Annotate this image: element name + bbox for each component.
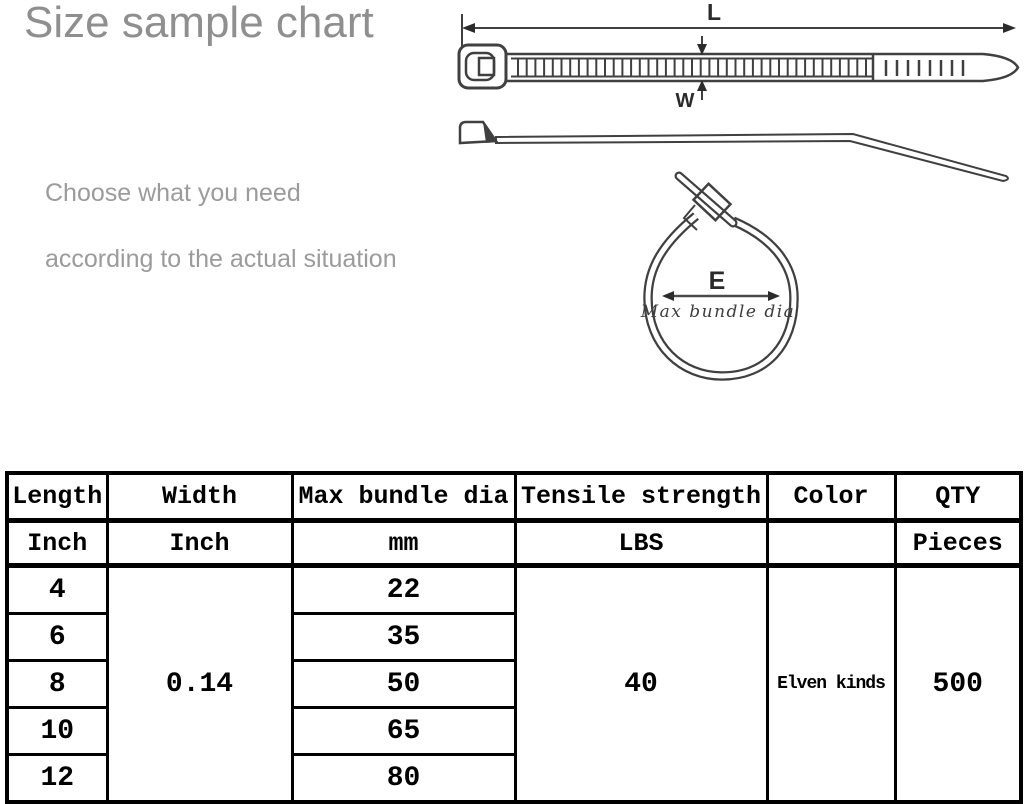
header-tensile-strength: Tensile strength bbox=[513, 471, 769, 523]
bundle-dia-dim-label: E bbox=[709, 267, 726, 295]
dimension-w-arrow: W bbox=[676, 36, 707, 112]
size-spec-table: Length Width Max bundle dia Tensile stre… bbox=[5, 471, 1023, 804]
header-width: Width bbox=[105, 471, 294, 523]
intro-text-line1: Choose what you need bbox=[45, 179, 301, 207]
unit-max-bundle-dia: mm bbox=[290, 519, 517, 568]
header-length: Length bbox=[5, 471, 109, 523]
page-title: Size sample chart bbox=[24, 0, 374, 47]
cable-tie-top-view-icon bbox=[457, 43, 1020, 90]
length-value: 4 bbox=[5, 564, 109, 615]
length-dim-label: L bbox=[707, 0, 721, 25]
header-max-bundle-dia: Max bundle dia bbox=[290, 471, 517, 523]
qty-value: 500 bbox=[893, 564, 1023, 804]
max-bundle-dia-value: 35 bbox=[290, 612, 517, 662]
cable-tie-diagram: L W bbox=[457, 0, 1020, 381]
intro-text-line2: according to the actual situation bbox=[45, 245, 397, 273]
max-bundle-dia-value: 50 bbox=[290, 659, 517, 709]
table-row: 4 0.14 22 40 Elven kinds 500 bbox=[5, 564, 1023, 804]
header-qty: QTY bbox=[893, 471, 1023, 523]
table-header-row: Length Width Max bundle dia Tensile stre… bbox=[5, 471, 1023, 523]
unit-length: Inch bbox=[5, 519, 109, 568]
unit-qty: Pieces bbox=[893, 519, 1023, 568]
table-row: 6 35 bbox=[5, 612, 1021, 662]
unit-width: Inch bbox=[105, 519, 294, 568]
length-value: 12 bbox=[5, 753, 109, 804]
cable-tie-loop-view-icon: E Max bundle dia bbox=[640, 171, 799, 381]
tensile-strength-value: 40 bbox=[513, 564, 769, 804]
max-bundle-dia-value: 65 bbox=[290, 706, 517, 756]
cable-tie-side-view-icon bbox=[458, 120, 1009, 183]
length-value: 8 bbox=[5, 659, 109, 709]
bundle-dia-caption: Max bundle dia bbox=[640, 302, 796, 322]
color-value: Elven kinds bbox=[765, 564, 897, 804]
header-color: Color bbox=[765, 471, 897, 523]
length-value: 10 bbox=[5, 706, 109, 756]
width-value: 0.14 bbox=[105, 564, 294, 804]
unit-tensile-strength: LBS bbox=[513, 519, 769, 568]
table-row: 8 50 bbox=[5, 659, 1021, 709]
dimension-l-arrow: L bbox=[461, 0, 1016, 48]
unit-color bbox=[765, 519, 897, 568]
max-bundle-dia-value: 22 bbox=[290, 564, 517, 615]
width-dim-label: W bbox=[676, 90, 695, 112]
length-value: 6 bbox=[5, 612, 109, 662]
table-units-row: Inch Inch mm LBS Pieces bbox=[5, 519, 1023, 568]
max-bundle-dia-value: 80 bbox=[290, 753, 517, 804]
table-row: 10 65 bbox=[5, 706, 1021, 756]
